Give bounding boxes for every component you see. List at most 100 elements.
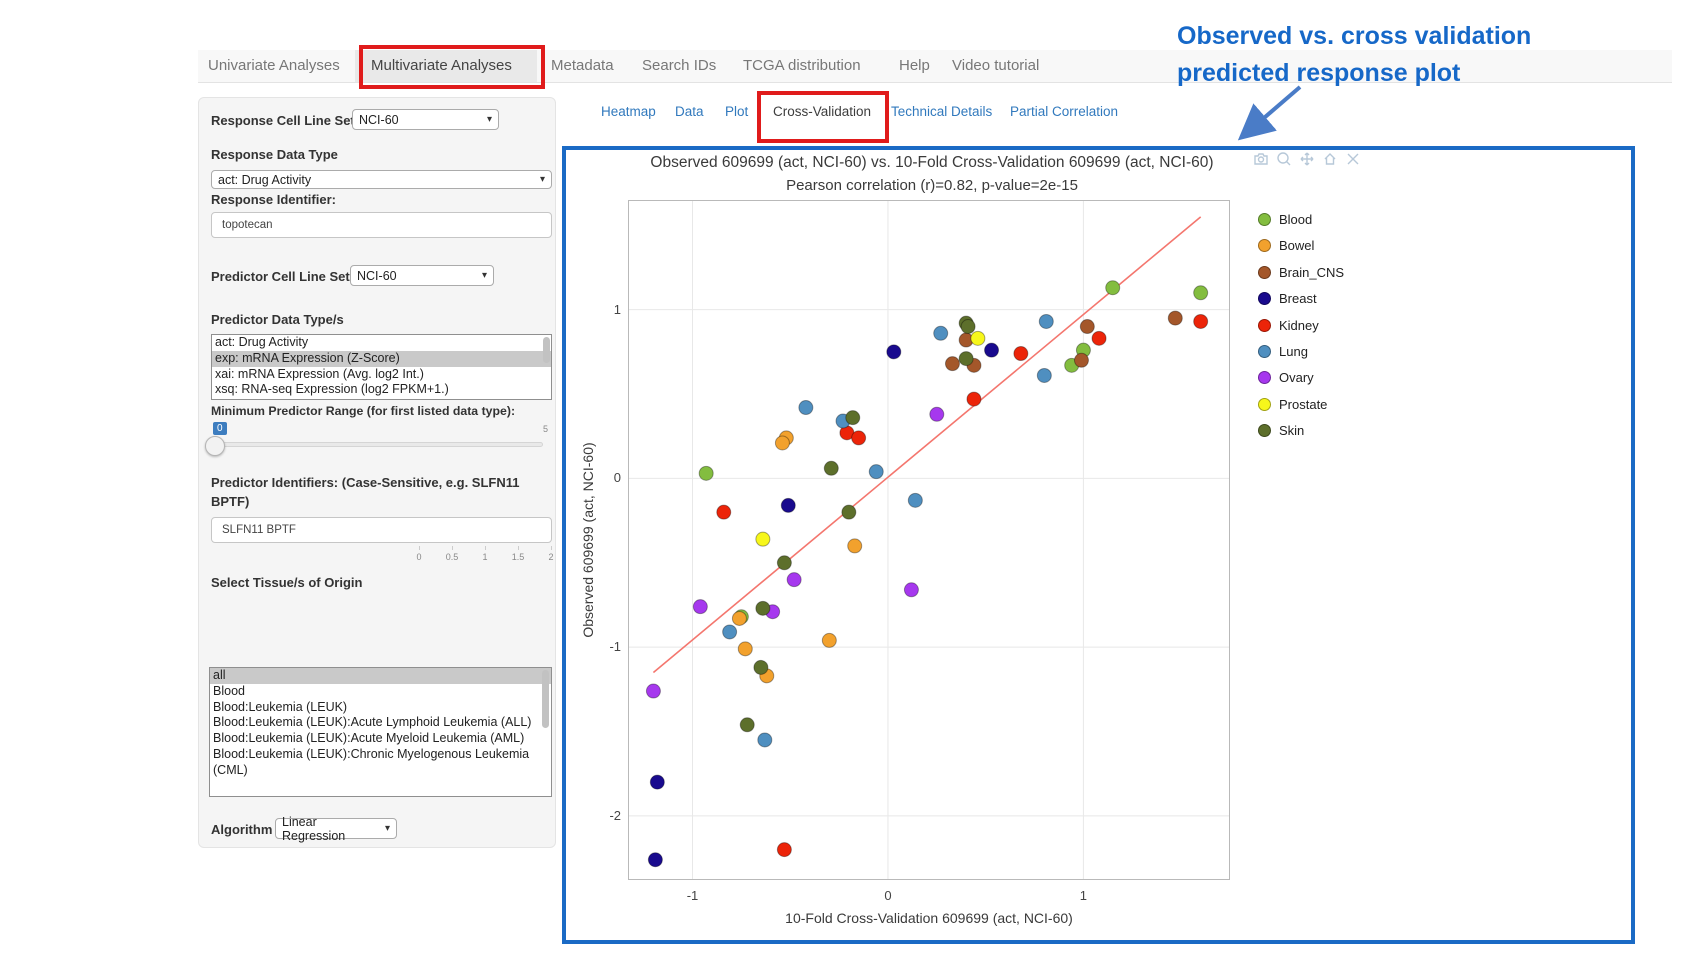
legend-item-skin[interactable]: Skin	[1258, 423, 1304, 438]
tissue-option[interactable]: Blood:Leukemia (LEUK)	[213, 699, 348, 714]
listbox-option-act[interactable]: act: Drug Activity	[215, 335, 309, 349]
x-tick-label: -1	[686, 888, 699, 903]
home-icon[interactable]	[1323, 152, 1337, 166]
plot-subtitle: Pearson correlation (r)=0.82, p-value=2e…	[786, 177, 1078, 194]
nav-tab-video-tutorial[interactable]: Video tutorial	[952, 57, 1040, 74]
tissue-option[interactable]: Blood:Leukemia (LEUK):Acute Myeloid Leuk…	[213, 731, 525, 746]
listbox-option-xsq[interactable]: xsq: RNA-seq Expression (log2 FPKM+1.)	[215, 382, 449, 397]
legend-item-lung[interactable]: Lung	[1258, 344, 1308, 359]
scatter-point-kidney	[1013, 346, 1029, 362]
x-axis-title: 10-Fold Cross-Validation 609699 (act, NC…	[785, 910, 1073, 926]
response-identifier-input[interactable]	[211, 212, 552, 238]
legend-label: Brain_CNS	[1279, 264, 1345, 280]
scatter-point-breast	[780, 497, 796, 513]
response-cell-line-set-select[interactable]: NCI-60 ▾	[352, 109, 499, 130]
slider-tickmark	[518, 546, 519, 550]
chevron-down-icon: ▾	[481, 270, 487, 281]
legend-item-ovary[interactable]: Ovary	[1258, 370, 1314, 385]
legend-item-breast[interactable]: Breast	[1258, 291, 1317, 306]
legend-item-kidney[interactable]: Kidney	[1258, 318, 1319, 333]
sidebar-panel: Response Cell Line Set NCI-60 ▾ Response …	[198, 97, 752, 848]
scatter-point-brain-cns	[1073, 352, 1089, 368]
scatter-point-blood	[1105, 280, 1121, 296]
chevron-down-icon: ▾	[539, 174, 545, 185]
nav-tab-tcga-distribution[interactable]: TCGA distribution	[743, 57, 861, 74]
legend-swatch-icon	[1258, 239, 1271, 253]
nav-active-tab-background	[355, 50, 537, 82]
y-tick-label: -1	[609, 639, 621, 655]
scatter-point-brain-cns	[1079, 319, 1095, 335]
subtab-technical-details[interactable]: Technical Details	[891, 104, 993, 119]
legend-swatch-icon	[1258, 292, 1271, 306]
scatter-plot[interactable]	[628, 200, 1230, 880]
legend-label: Prostate	[1279, 396, 1328, 412]
tissue-origin-listbox[interactable]: all Blood Blood:Leukemia (LEUK) Blood:Leuke…	[209, 667, 552, 797]
scatter-point-ovary	[692, 599, 708, 615]
response-data-type-select[interactable]: act: Drug Activity ▾	[211, 170, 552, 189]
scatter-point-kidney	[716, 504, 732, 520]
subtab-partial-correlation[interactable]: Partial Correlation	[1010, 104, 1119, 119]
legend-item-prostate[interactable]: Prostate	[1258, 397, 1327, 412]
legend-swatch-icon	[1258, 213, 1271, 226]
y-tick-label: 1	[613, 301, 621, 317]
scatter-point-prostate	[970, 330, 986, 346]
subtab-plot[interactable]: Plot	[725, 104, 749, 119]
y-axis-title: Observed 609699 (act, NCI-60)	[580, 442, 596, 638]
subtab-heatmap[interactable]: Heatmap	[601, 104, 656, 119]
legend-swatch-icon	[1258, 424, 1271, 438]
scatter-point-kidney	[1091, 330, 1107, 346]
legend-item-bowel[interactable]: Bowel	[1258, 238, 1314, 253]
annotation-arrow-icon	[1237, 85, 1302, 141]
slider-value-badge: 0	[213, 422, 227, 435]
scatter-point-lung	[757, 732, 773, 748]
camera-icon[interactable]	[1254, 152, 1268, 166]
algorithm-select[interactable]: Linear Regression ▾	[275, 815, 397, 843]
tissue-option[interactable]: Blood:Leukemia (LEUK):Chronic Myelogenou…	[213, 746, 530, 777]
slider-tick-label: 0	[416, 552, 422, 562]
legend-item-blood[interactable]: Blood	[1258, 212, 1312, 227]
nav-tab-help[interactable]: Help	[899, 57, 930, 74]
algorithm-label: Algorithm	[211, 822, 273, 837]
nav-tab-univariate-analyses[interactable]: Univariate Analyses	[208, 57, 340, 74]
legend-swatch-icon	[1258, 397, 1271, 411]
listbox-option-exp[interactable]: exp: mRNA Expression (Z-Score)	[212, 350, 551, 367]
predictor-data-types-listbox[interactable]: act: Drug Activity exp: mRNA Expression (…	[211, 334, 552, 400]
nav-tab-metadata[interactable]: Metadata	[551, 57, 614, 74]
plotly-modebar	[1254, 152, 1360, 166]
scatter-point-skin	[739, 717, 755, 733]
legend-item-brain-cns[interactable]: Brain_CNS	[1258, 265, 1344, 280]
legend-label: Bowel	[1279, 238, 1315, 254]
scatter-point-skin	[958, 351, 974, 367]
listbox-scrollbar-thumb[interactable]	[542, 670, 549, 728]
scatter-point-breast	[984, 342, 1000, 358]
tissue-option[interactable]: Blood	[213, 683, 245, 698]
scatter-point-blood	[1193, 285, 1209, 301]
predictor-cell-line-set-select[interactable]: NCI-60 ▾	[350, 265, 494, 286]
nav-tab-multivariate-analyses[interactable]: Multivariate Analyses	[371, 57, 512, 74]
scatter-point-ovary	[786, 572, 802, 588]
listbox-scrollbar-thumb[interactable]	[543, 337, 550, 363]
legend-swatch-icon	[1258, 318, 1271, 332]
close-icon[interactable]	[1346, 152, 1360, 166]
legend-label: Blood	[1279, 212, 1313, 227]
listbox-option-xai[interactable]: xai: mRNA Expression (Avg. log2 Int.)	[215, 366, 424, 381]
subtab-data[interactable]: Data	[675, 104, 704, 119]
pan-icon[interactable]	[1300, 152, 1314, 166]
scatter-point-bowel	[737, 641, 753, 657]
tissue-origin-label: Select Tissue/s of Origin	[211, 575, 363, 590]
predictor-identifiers-input[interactable]	[211, 517, 552, 543]
chevron-down-icon: ▾	[486, 114, 492, 125]
annotation-line2: predicted response plot	[1177, 59, 1461, 87]
tissue-option[interactable]: all	[210, 668, 551, 684]
zoom-icon[interactable]	[1277, 152, 1291, 166]
nav-tab-search-ids[interactable]: Search IDs	[642, 57, 717, 74]
subtab-cross-validation[interactable]: Cross-Validation	[773, 104, 872, 119]
legend-swatch-icon	[1258, 265, 1271, 279]
min-predictor-range-slider-handle[interactable]	[205, 436, 225, 456]
tissue-option[interactable]: Blood:Leukemia (LEUK):Acute Lymphoid Leu…	[213, 715, 532, 730]
plot-title: Observed 609699 (act, NCI-60) vs. 10-Fol…	[650, 154, 1214, 171]
min-predictor-range-slider-track[interactable]	[213, 442, 543, 447]
plot-border	[628, 200, 1230, 880]
plot-container: Observed 609699 (act, NCI-60) vs. 10-Fol…	[562, 146, 1635, 944]
scatter-point-kidney	[776, 842, 792, 858]
